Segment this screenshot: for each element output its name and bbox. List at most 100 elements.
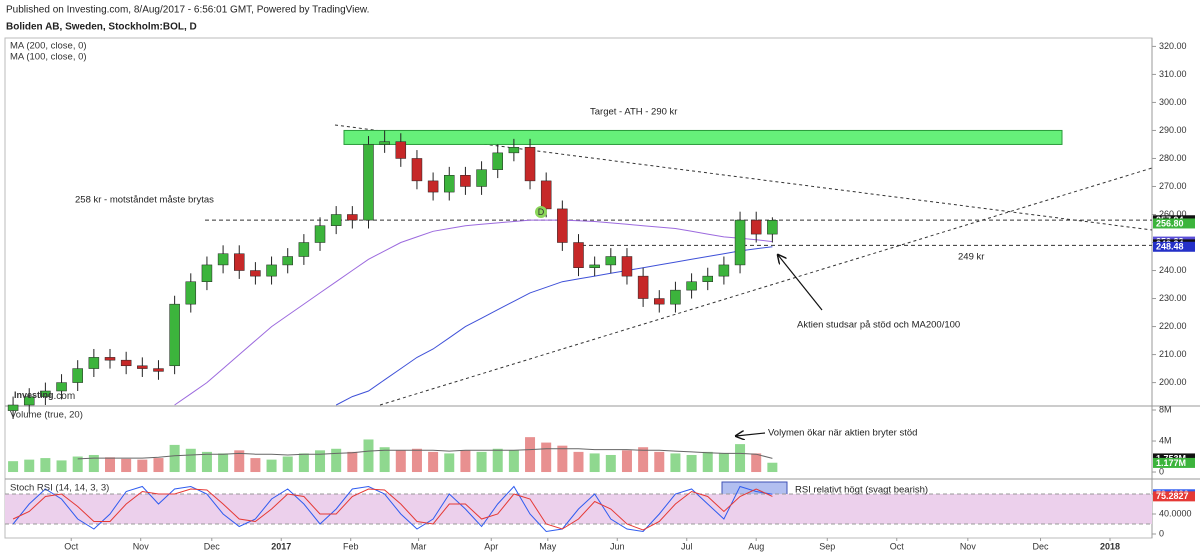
candle-body [524, 147, 536, 182]
candle-body [40, 390, 51, 397]
volume-bar [702, 451, 713, 473]
x-tick-label: Dec [1033, 541, 1050, 551]
candle-body [120, 359, 132, 367]
candle-body [266, 264, 277, 277]
price-label: 248.48 [1156, 242, 1184, 252]
volume-bar [718, 453, 729, 473]
candle-body [282, 256, 293, 266]
y-tick-label: 300.00 [1159, 97, 1187, 107]
candle-body [7, 404, 19, 411]
x-tick-label: 2017 [271, 541, 291, 551]
volume-bar [525, 437, 536, 473]
volume-bar [621, 450, 632, 473]
volume-bar [492, 448, 503, 473]
logo-suffix: .com [54, 391, 76, 402]
volume-bar [379, 447, 390, 473]
candle-body [508, 147, 520, 154]
volume-bar [137, 459, 148, 473]
candle-body [718, 264, 730, 277]
y-tick-label: 8M [1159, 404, 1172, 414]
volume-bar [298, 453, 309, 473]
price-label: 75.2827 [1156, 491, 1189, 501]
candle-body [476, 169, 487, 187]
x-tick-label: 2018 [1100, 541, 1120, 551]
arrow [736, 433, 766, 436]
annotation: Target - ATH - 290 kr [590, 107, 677, 118]
volume-bar [589, 453, 600, 473]
candle-body [395, 141, 407, 159]
y-tick-label: 200.00 [1159, 377, 1187, 387]
volume-bar [541, 442, 552, 473]
legend-entry: MA (200, close, 0) [10, 41, 87, 52]
volume-bar [24, 459, 35, 473]
marker [535, 206, 547, 218]
x-tick-label: Dec [204, 541, 221, 551]
x-tick-label: Nov [960, 541, 977, 551]
candle-body [153, 368, 164, 372]
volume-bar [751, 453, 762, 473]
volume-bar [735, 444, 746, 473]
candle-body [573, 242, 584, 268]
y-tick-label: 40.0000 [1159, 508, 1192, 518]
ma-line [335, 246, 773, 406]
candle-body [750, 219, 762, 235]
candle-body [734, 219, 746, 266]
price-label-box [1153, 241, 1195, 252]
candle-body [557, 208, 568, 243]
x-tick-label: Aug [748, 541, 764, 551]
volume-bar [72, 456, 83, 473]
volume-bar [234, 450, 245, 473]
volume-bar [40, 458, 51, 473]
candle-body [411, 158, 423, 182]
volume-bar [363, 439, 374, 473]
y-tick-label: 260.00 [1159, 209, 1187, 219]
candle-body [427, 180, 439, 193]
y-tick-label: 0 [1159, 528, 1164, 538]
y-tick-label: 210.00 [1159, 349, 1187, 359]
support-trendline [379, 167, 1153, 406]
x-tick-label: Mar [411, 541, 427, 551]
y-tick-label: 4M [1159, 435, 1172, 445]
volume-bar [88, 454, 99, 473]
candle-body [637, 275, 649, 299]
candle-body [185, 281, 197, 305]
candle-body [217, 253, 229, 266]
candle-body [444, 175, 455, 193]
x-tick-label: Apr [484, 541, 498, 551]
pane-title: Stoch RSI (14, 14, 3, 3) [10, 483, 109, 494]
volume-bar [670, 453, 681, 473]
candle-body [686, 281, 697, 291]
volume-bar [347, 451, 358, 473]
candle-body [201, 264, 213, 282]
candle-body [654, 298, 665, 305]
x-tick-label: Jun [610, 541, 625, 551]
price-label: 1.177M [1156, 458, 1186, 468]
x-tick-label: May [539, 541, 557, 551]
arrow [778, 255, 823, 311]
ma-line [174, 219, 773, 406]
volume-bar [105, 457, 116, 473]
legend-entry: MA (100, close, 0) [10, 52, 87, 63]
x-tick-label: Oct [64, 541, 79, 551]
price-label-box [1153, 457, 1195, 468]
volume-bar [686, 454, 697, 473]
x-tick-label: Sep [819, 541, 835, 551]
y-tick-label: 270.00 [1159, 181, 1187, 191]
volume-bar [331, 448, 342, 473]
price-label-box [1153, 491, 1195, 502]
candle-body [702, 275, 713, 282]
annotation: 258 kr - motståndet måste brytas [75, 195, 214, 206]
symbol-title: Boliden AB, Sweden, Stockholm:BOL, D [6, 22, 197, 33]
candle-body [347, 214, 358, 221]
y-tick-label: 320.00 [1159, 41, 1187, 51]
volume-bar [169, 444, 180, 473]
volume-bar [121, 458, 132, 473]
candle-body [314, 225, 326, 243]
x-tick-label: Feb [343, 541, 359, 551]
y-tick-label: 0 [1159, 466, 1164, 476]
y-tick-label: 290.00 [1159, 125, 1187, 135]
volume-bar [476, 451, 487, 473]
volume-bar [557, 445, 568, 473]
candle-body [233, 253, 245, 271]
